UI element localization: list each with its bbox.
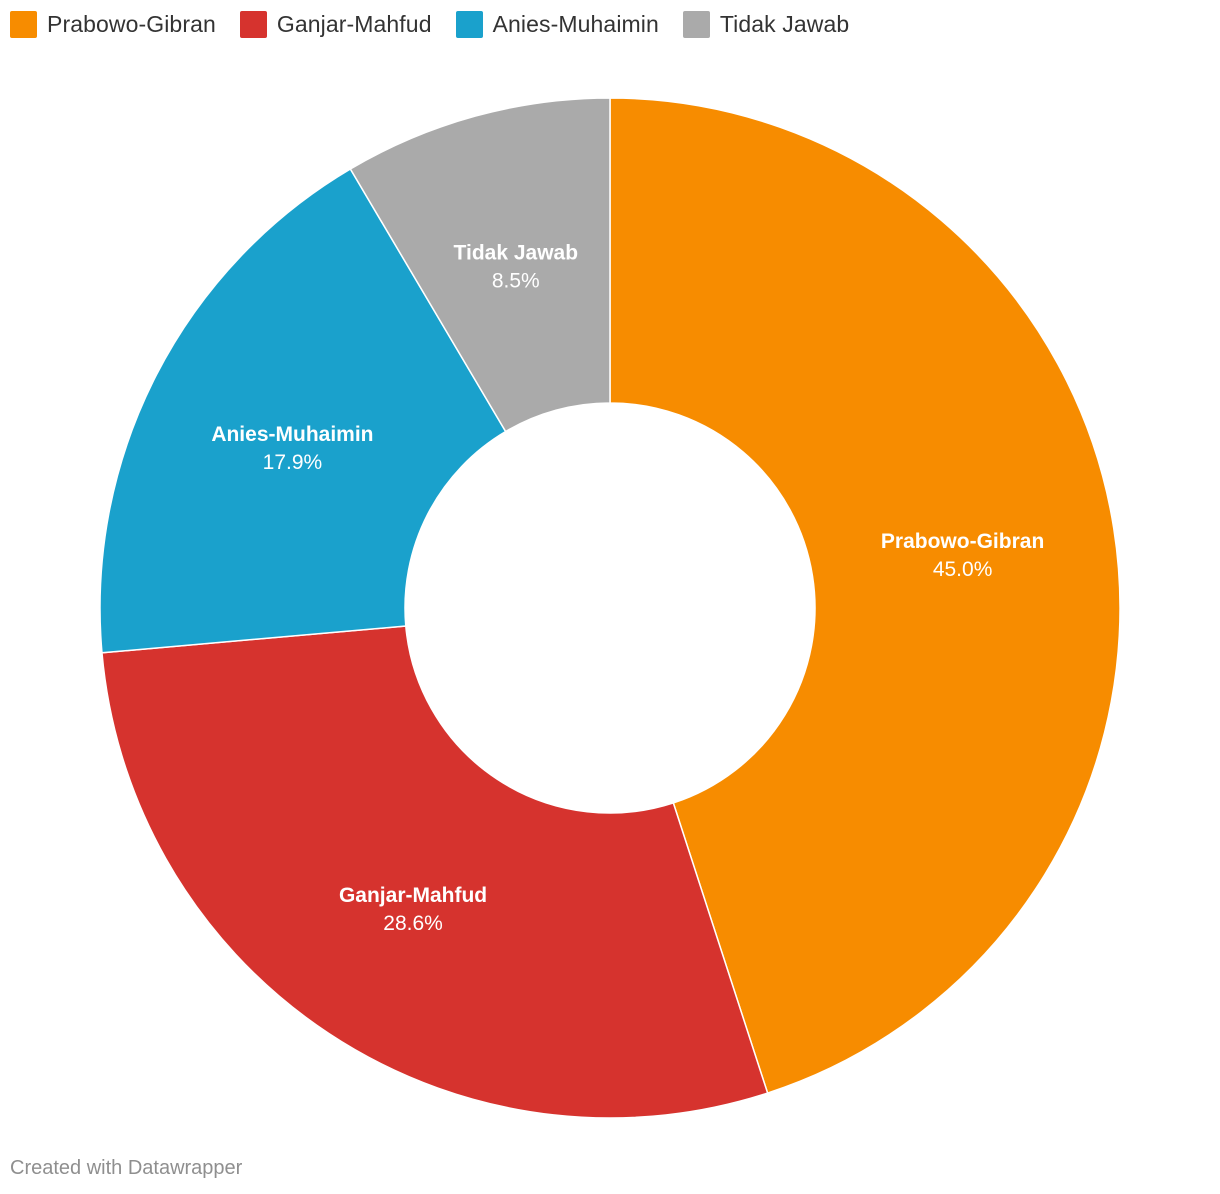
datawrapper-credit: Created with Datawrapper <box>10 1157 243 1179</box>
legend-swatch-prabowo-gibran <box>10 10 37 38</box>
slice-label-ganjar-mahfud: Ganjar-Mahfud <box>339 884 487 907</box>
chart-legend: Prabowo-Gibran Ganjar-Mahfud Anies-Muhai… <box>10 9 873 39</box>
legend-item-tidak-jawab: Tidak Jawab <box>682 10 850 38</box>
legend-item-prabowo-gibran: Prabowo-Gibran <box>10 10 216 38</box>
slice-value-prabowo-gibran: 45.0% <box>933 558 993 581</box>
legend-swatch-anies-muhaimin <box>455 10 483 38</box>
legend-swatch-tidak-jawab <box>682 10 710 38</box>
slice-ganjar-mahfud <box>101 625 769 1119</box>
donut-slice-labels: Prabowo-Gibran 45.0% Ganjar-Mahfud 28.6% Ani… <box>211 242 1044 935</box>
slice-anies-muhaimin <box>99 167 507 654</box>
slice-label-prabowo-gibran: Prabowo-Gibran <box>881 530 1044 553</box>
slice-value-ganjar-mahfud: 28.6% <box>383 912 443 935</box>
legend-label-prabowo-gibran: Prabowo-Gibran <box>47 10 216 37</box>
slice-value-tidak-jawab: 8.5% <box>492 270 540 293</box>
slice-value-anies-muhaimin: 17.9% <box>263 451 323 474</box>
donut-slices <box>99 97 1121 1119</box>
slice-label-tidak-jawab: Tidak Jawab <box>454 242 579 265</box>
legend-swatch-ganjar-mahfud <box>239 10 267 38</box>
legend-item-anies-muhaimin: Anies-Muhaimin <box>455 10 659 38</box>
legend-label-tidak-jawab: Tidak Jawab <box>719 10 850 37</box>
legend-label-ganjar-mahfud: Ganjar-Mahfud <box>276 10 432 37</box>
legend-label-anies-muhaimin: Anies-Muhaimin <box>492 10 659 37</box>
slice-prabowo-gibran <box>609 97 1121 1094</box>
slice-tidak-jawab <box>349 97 611 433</box>
legend-item-ganjar-mahfud: Ganjar-Mahfud <box>239 10 432 38</box>
slice-label-anies-muhaimin: Anies-Muhaimin <box>211 423 373 446</box>
